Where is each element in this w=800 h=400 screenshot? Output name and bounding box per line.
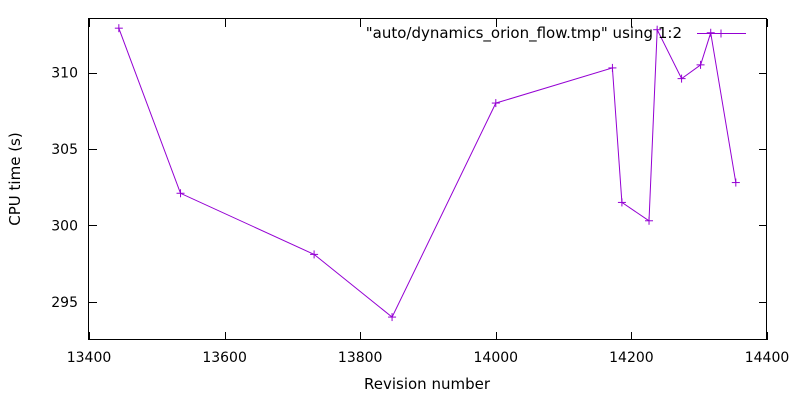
x-tick-label: 14200: [609, 350, 654, 366]
plot-frame: [88, 18, 767, 340]
x-axis-ticks: 13400 13600 13800 14000 14200 14400: [67, 19, 790, 366]
x-tick-label: 14000: [474, 350, 519, 366]
data-point: [653, 25, 662, 34]
data-point: [491, 99, 500, 108]
data-point: [696, 60, 705, 69]
y-tick-label: 295: [51, 295, 78, 311]
legend-marker: [717, 29, 725, 38]
y-axis-label: CPU time (s): [6, 132, 24, 225]
data-point: [608, 63, 617, 72]
data-point: [617, 198, 626, 207]
y-tick-label: 305: [51, 142, 78, 158]
data-point: [388, 313, 397, 322]
legend-label: "auto/dynamics_orion_flow.tmp" using 1:2: [366, 24, 682, 43]
series-group: [114, 24, 740, 322]
y-axis-ticks: 295 300 305 310: [51, 66, 767, 311]
x-tick-label: 13800: [338, 350, 383, 366]
data-point: [176, 189, 185, 198]
data-point: [731, 178, 740, 187]
x-tick-label: 14400: [745, 350, 790, 366]
y-tick-label: 310: [51, 66, 78, 82]
x-tick-label: 13600: [202, 350, 247, 366]
x-axis-label: Revision number: [364, 375, 491, 393]
data-point: [677, 74, 686, 83]
data-point: [310, 250, 319, 259]
data-point: [114, 24, 123, 33]
x-tick-label: 13400: [67, 350, 112, 366]
y-tick-label: 300: [51, 218, 78, 234]
legend: "auto/dynamics_orion_flow.tmp" using 1:2: [366, 24, 746, 43]
data-point: [706, 28, 715, 37]
data-point: [645, 216, 654, 225]
series-line: [118, 27, 737, 318]
